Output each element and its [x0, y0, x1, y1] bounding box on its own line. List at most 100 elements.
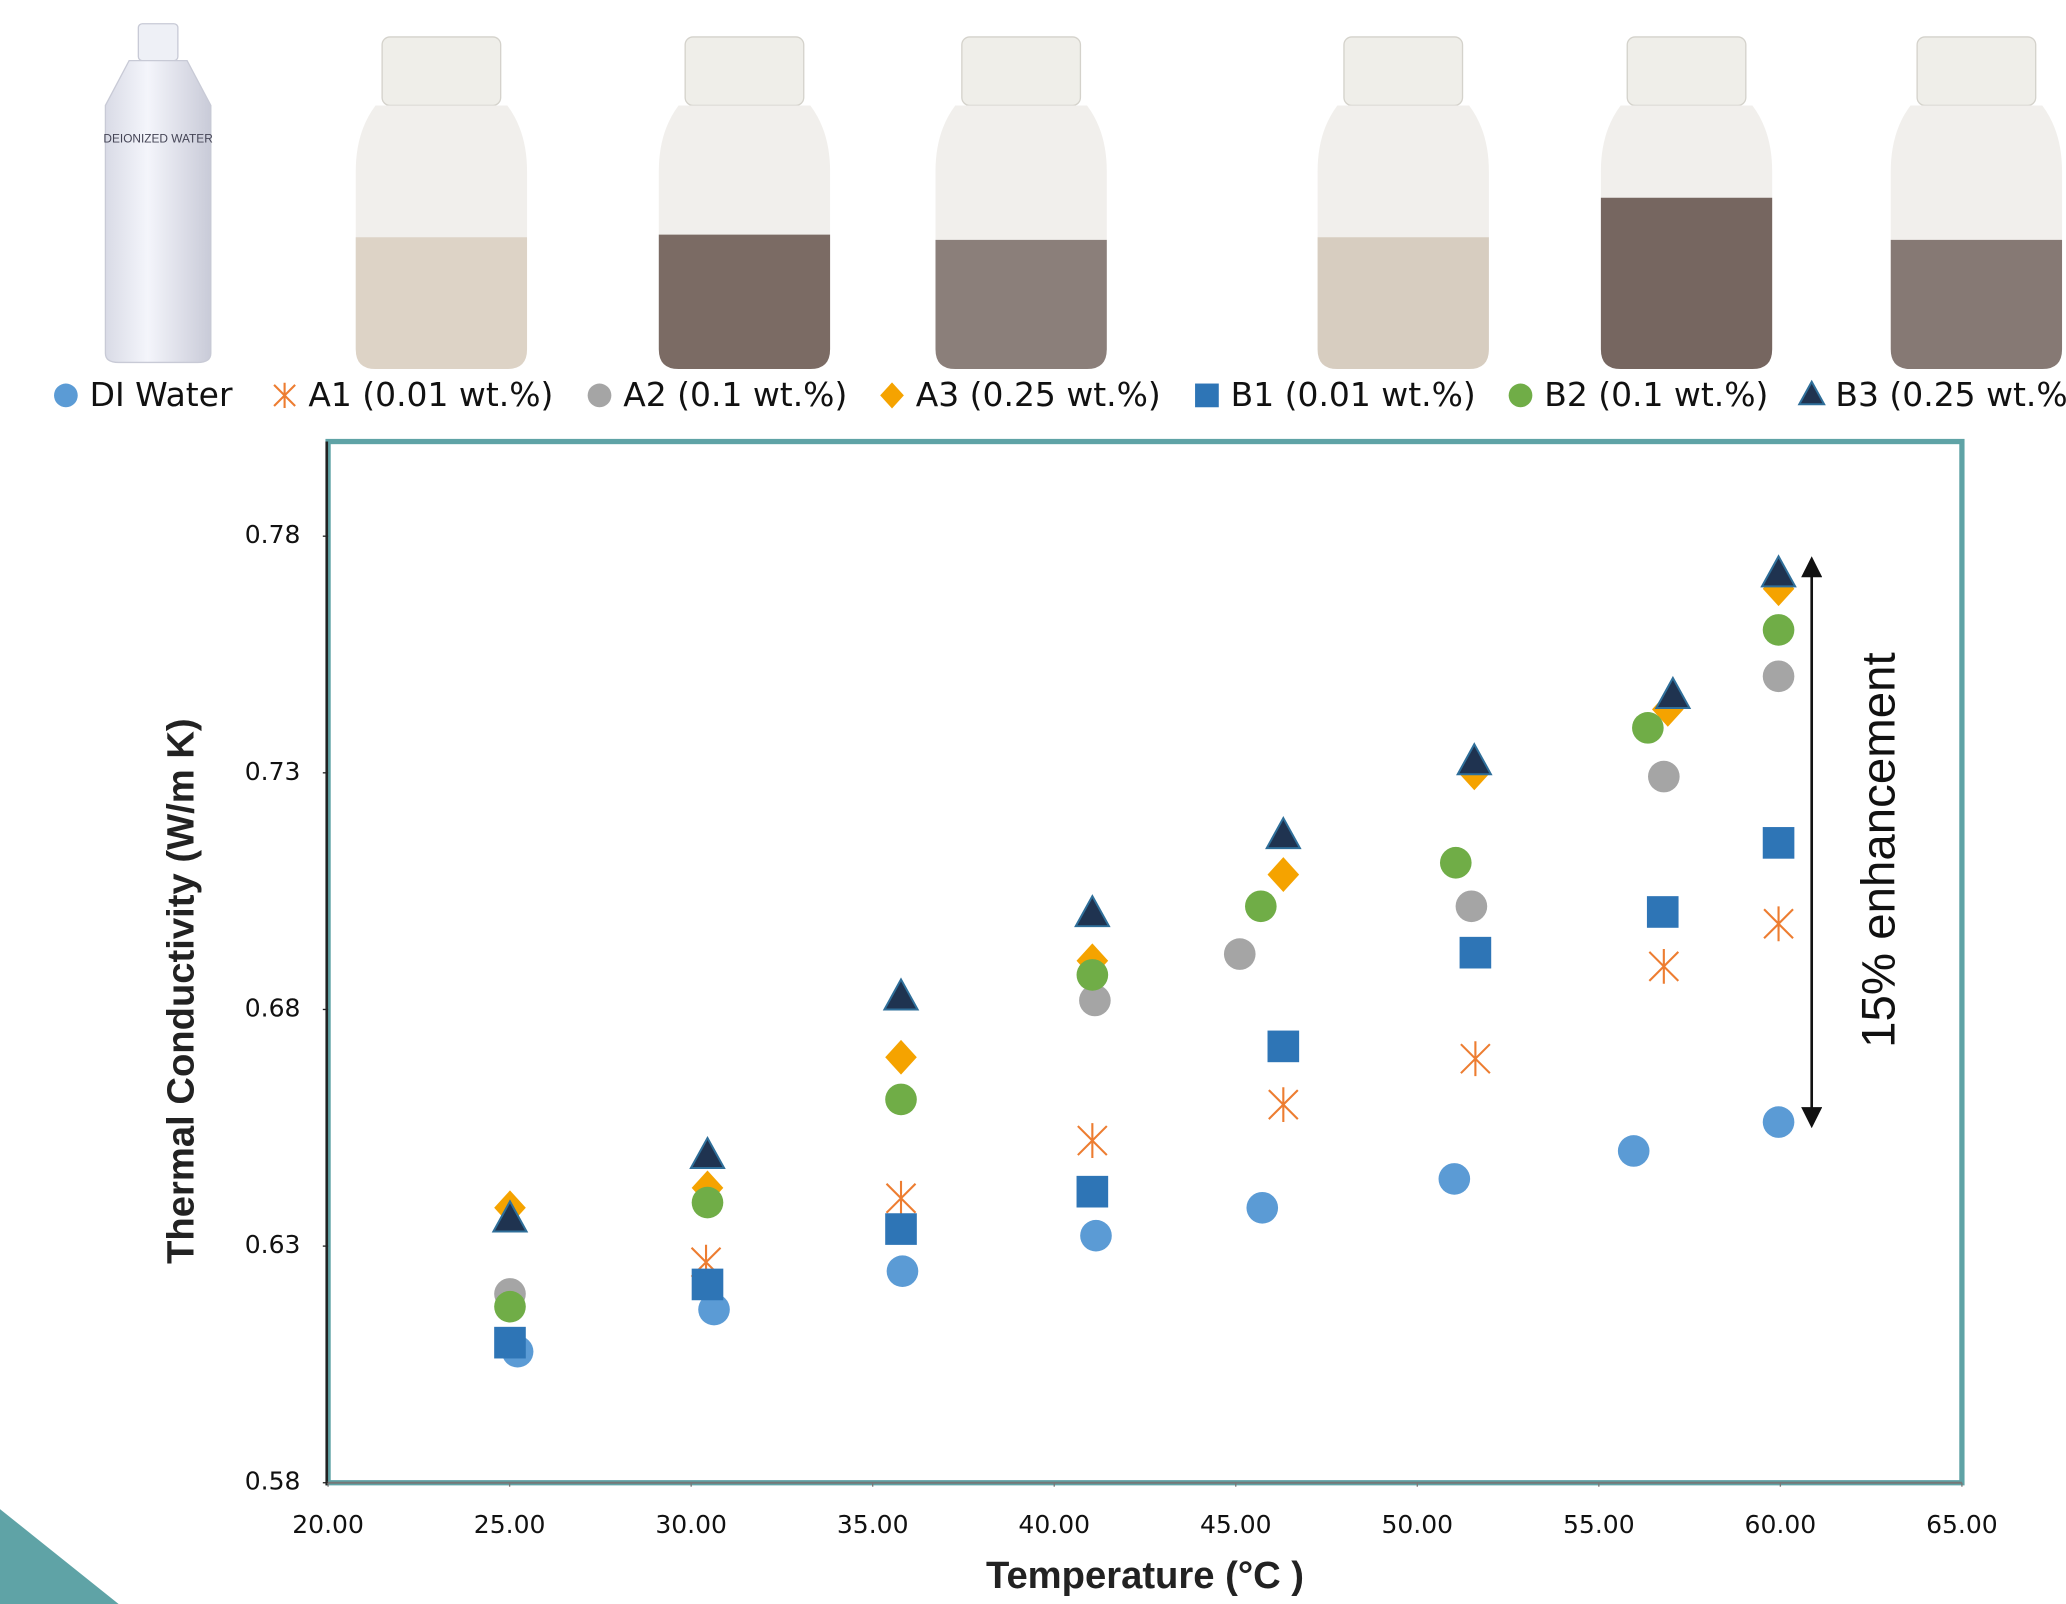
- plot-frame: [328, 442, 1962, 1483]
- y-tick-label: 0.78: [245, 520, 301, 549]
- legend-label: DI Water: [90, 375, 233, 414]
- corner-decoration: [0, 1509, 119, 1604]
- marker-asterisk: [1078, 1123, 1107, 1158]
- x-tick-label: 50.00: [1381, 1510, 1453, 1539]
- marker-circle: [885, 1084, 917, 1116]
- sample-bottle: [935, 37, 1106, 369]
- marker-square: [494, 1327, 526, 1359]
- marker-circle: [1618, 1135, 1650, 1167]
- marker-triangle: [1076, 896, 1109, 926]
- x-tick-label: 45.00: [1200, 1510, 1272, 1539]
- x-tick-label: 65.00: [1926, 1510, 1998, 1539]
- sample-bottles: [356, 37, 2062, 369]
- marker-square: [1647, 896, 1679, 928]
- sample-bottle: [1891, 37, 2062, 369]
- marker-asterisk: [1269, 1087, 1298, 1122]
- marker-square: [692, 1269, 724, 1301]
- marker-circle: [1080, 1220, 1112, 1252]
- bottle-liquid: [1318, 237, 1489, 369]
- legend-label: B2 (0.1 wt.%): [1544, 375, 1768, 414]
- y-tick-label: 0.68: [245, 993, 301, 1022]
- marker-circle: [1456, 890, 1488, 922]
- bottle-liquid: [659, 235, 830, 369]
- legend-label: B1 (0.01 wt.%): [1231, 375, 1476, 414]
- y-tick-label: 0.73: [245, 757, 301, 786]
- marker-asterisk: [1649, 949, 1678, 984]
- marker-circle: [1245, 890, 1277, 922]
- marker-circle: [1763, 1106, 1795, 1138]
- y-tick-label: 0.63: [245, 1230, 301, 1259]
- marker-diamond: [1268, 857, 1300, 892]
- plot-area: 0.58 0.63 0.68 0.73 0.78 20.00 25.00 30.00 35.00…: [245, 520, 1998, 1539]
- marker-diamond: [885, 1040, 917, 1075]
- marker-circle: [1440, 847, 1472, 879]
- marker-circle: [1648, 761, 1680, 793]
- marker-circle: [1439, 1163, 1471, 1195]
- legend-label: A1 (0.01 wt.%): [308, 375, 553, 414]
- bottle-cap: [1917, 37, 2036, 106]
- di-water-bottle: DEIONIZED WATER: [103, 24, 213, 363]
- marker-triangle: [1458, 744, 1491, 774]
- legend-marker: [54, 384, 78, 408]
- sample-bottle: [1318, 37, 1489, 369]
- marker-square: [885, 1213, 917, 1245]
- annotation: 15% enhancement: [1853, 652, 1906, 1048]
- bottle-liquid: [356, 237, 527, 369]
- legend-marker: [588, 384, 612, 408]
- marker-triangle: [1267, 818, 1300, 848]
- legend-label: A2 (0.1 wt.%): [623, 375, 847, 414]
- x-axis-title: Temperature (°C ): [986, 1554, 1304, 1597]
- legend-marker: [274, 383, 295, 408]
- marker-square: [1268, 1031, 1300, 1063]
- sample-bottle: [659, 37, 830, 369]
- marker-triangle: [1762, 556, 1795, 586]
- marker-square: [1460, 937, 1492, 969]
- marker-triangle: [1656, 678, 1689, 708]
- x-tick-label: 40.00: [1018, 1510, 1090, 1539]
- bottle-cap: [1344, 37, 1463, 106]
- bottle-liquid: [1891, 240, 2062, 369]
- legend-marker: [880, 382, 904, 408]
- bottle-cap: [962, 37, 1081, 106]
- marker-square: [1077, 1176, 1109, 1208]
- x-tick-label: 25.00: [474, 1510, 546, 1539]
- marker-circle: [1224, 938, 1256, 970]
- sample-bottle: [1601, 37, 1772, 369]
- marker-circle: [1246, 1192, 1278, 1224]
- marker-triangle: [884, 979, 917, 1009]
- chart: DEIONIZED WATER DI Water A1 (0.01 wt.%) A2…: [0, 0, 2066, 1604]
- legend-marker: [1195, 384, 1219, 408]
- marker-triangle: [691, 1138, 724, 1168]
- x-tick-label: 60.00: [1745, 1510, 1817, 1539]
- y-tick-label: 0.58: [245, 1467, 301, 1496]
- marker-circle: [1763, 614, 1795, 646]
- x-tick-label: 30.00: [655, 1510, 727, 1539]
- y-axis-title: Thermal Conductivity (W/m K): [160, 718, 203, 1264]
- marker-asterisk: [1764, 906, 1793, 941]
- legend: DI Water A1 (0.01 wt.%) A2 (0.1 wt.%) A3 (0…: [54, 375, 2066, 414]
- marker-circle: [692, 1187, 724, 1219]
- bottle-liquid: [1601, 198, 1772, 369]
- marker-circle: [1763, 660, 1795, 692]
- legend-label: B3 (0.25 wt.%): [1835, 375, 2066, 414]
- bottle-liquid: [935, 240, 1106, 369]
- bottle-cap: [685, 37, 804, 106]
- x-tick-label: 55.00: [1563, 1510, 1635, 1539]
- bottle-cap: [382, 37, 501, 106]
- marker-circle: [887, 1255, 919, 1287]
- marker-asterisk: [1461, 1041, 1490, 1076]
- bottle-cap: [1627, 37, 1746, 106]
- marker-circle: [1632, 712, 1664, 744]
- bottle-label: DEIONIZED WATER: [103, 131, 213, 145]
- sample-bottle: [356, 37, 527, 369]
- legend-marker: [1799, 382, 1824, 405]
- x-tick-label: 20.00: [292, 1510, 364, 1539]
- page: {"chart_data":{"type":"scatter", "bottle…: [0, 0, 2066, 1604]
- marker-asterisk: [887, 1181, 916, 1216]
- marker-circle: [494, 1291, 526, 1323]
- legend-label: A3 (0.25 wt.%): [916, 375, 1161, 414]
- x-tick-label: 35.00: [837, 1510, 909, 1539]
- marker-square: [1763, 827, 1795, 859]
- marker-circle: [1077, 959, 1109, 991]
- legend-marker: [1509, 384, 1533, 408]
